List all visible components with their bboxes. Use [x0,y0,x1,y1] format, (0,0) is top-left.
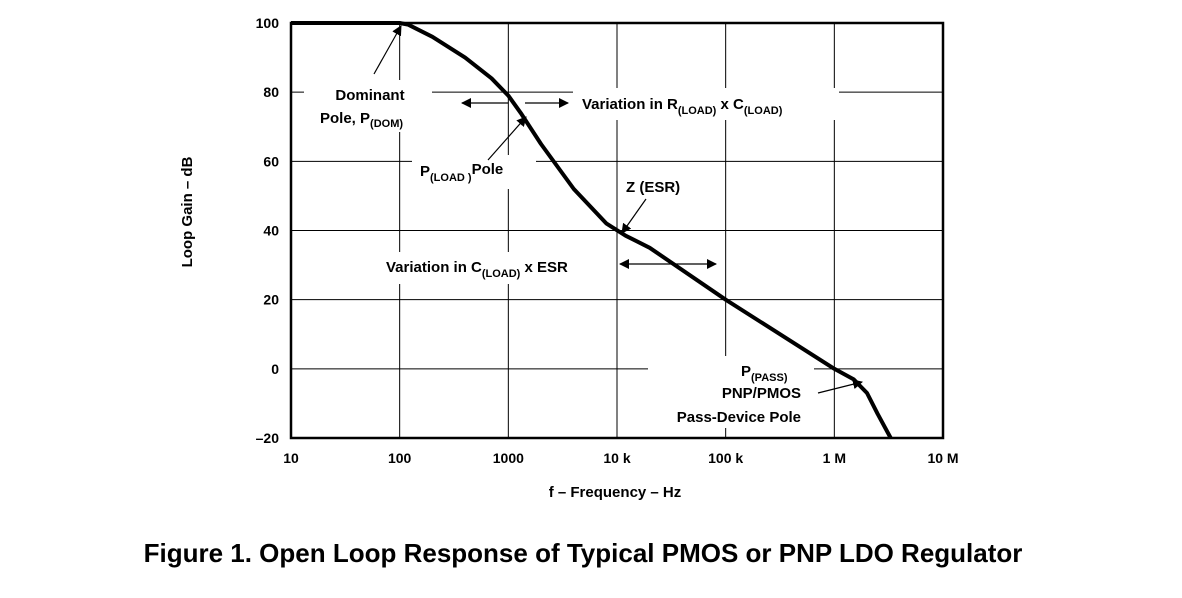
x-tick-label: 10 [283,450,299,466]
figure-caption: Figure 1. Open Loop Response of Typical … [0,538,1166,569]
y-tick-label: 60 [263,153,279,169]
y-tick-label: 80 [263,84,279,100]
y-tick-label: 20 [263,292,279,308]
y-tick-label: –20 [256,430,280,446]
x-axis-label: f – Frequency – Hz [549,484,682,501]
dominant-pole-leader [374,26,401,74]
pass-pole-label: Pass-Device Pole [677,409,801,426]
y-tick-label: 0 [271,361,279,377]
zesr-leader [622,199,646,233]
y-axis-label: Loop Gain – dB [179,156,196,267]
y-tick-label: 40 [263,223,279,239]
x-tick-labels: 10 100 1000 10 k 100 k 1 M 10 M [283,450,958,466]
loop-gain-chart: 10 100 1000 10 k 100 k 1 M 10 M 100 80 60 40 20 0 –2… [0,0,1182,530]
x-tick-label: 10 M [927,450,958,466]
x-tick-label: 1 M [823,450,846,466]
load-pole-leader [488,117,526,160]
x-tick-label: 100 k [708,450,743,466]
x-tick-label: 100 [388,450,412,466]
dominant-pole-label: Dominant [335,87,404,104]
zesr-label: Z (ESR) [626,179,680,196]
x-tick-label: 1000 [493,450,524,466]
y-tick-labels: 100 80 60 40 20 0 –20 [256,15,280,446]
x-tick-label: 10 k [603,450,630,466]
pass-pole-label: PNP/PMOS [722,385,801,402]
y-tick-label: 100 [256,15,280,31]
